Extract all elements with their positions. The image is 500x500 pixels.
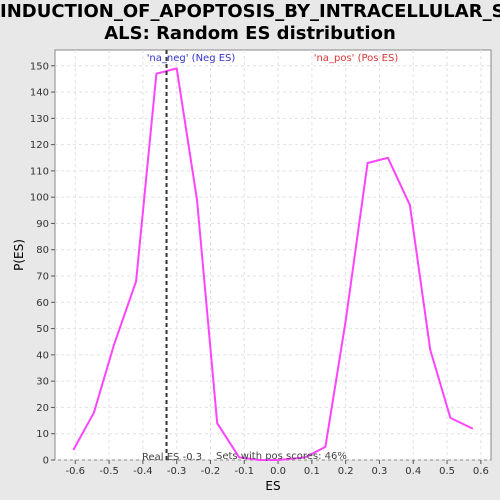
x-tick-label: -0.5: [99, 466, 119, 477]
data-point: [324, 446, 327, 448]
data-point: [135, 280, 137, 283]
y-tick-label: 150: [30, 61, 49, 72]
data-point: [344, 319, 347, 322]
y-tick-label: 130: [30, 114, 49, 125]
data-point: [175, 67, 178, 70]
data-point: [155, 72, 158, 75]
y-axis-ticks: 0 10 20 30 40 50 60 70 80 90 100 110 120 130 140 150: [30, 61, 55, 467]
chart-title-line-1: INDUCTION_OF_APOPTOSIS_BY_INTRACELLULAR_…: [0, 1, 500, 22]
y-tick-label: 60: [36, 298, 49, 309]
y-tick-label: 90: [36, 219, 49, 230]
y-tick-label: 40: [36, 350, 49, 361]
x-tick-label: 0.5: [439, 466, 455, 477]
x-tick-label: -0.2: [201, 466, 221, 477]
series-layer: [72, 67, 474, 461]
x-tick-label: 0.6: [473, 466, 489, 477]
x-tick-label: 0.2: [338, 466, 354, 477]
real-es-label: Real ES -0.3: [142, 452, 202, 463]
x-tick-label: -0.6: [66, 466, 86, 477]
data-point: [409, 204, 411, 206]
data-point: [113, 343, 115, 346]
data-point: [277, 459, 279, 461]
y-tick-label: 80: [36, 245, 49, 256]
series-line: [72, 67, 473, 461]
data-point: [93, 411, 95, 414]
data-point: [304, 456, 306, 459]
y-tick-label: 30: [36, 377, 49, 388]
y-tick-label: 100: [30, 193, 49, 204]
data-point: [387, 156, 389, 159]
data-point: [238, 456, 241, 459]
data-point: [216, 422, 219, 425]
y-tick-label: 120: [30, 140, 49, 151]
data-point: [196, 199, 198, 201]
data-point: [258, 459, 261, 461]
x-tick-label: -0.1: [235, 466, 255, 477]
neg-es-label: 'na_neg' (Neg ES): [147, 53, 236, 64]
data-point: [429, 348, 431, 351]
x-tick-label: 0.0: [270, 466, 286, 477]
y-tick-label: 70: [36, 272, 49, 283]
data-point: [366, 162, 369, 164]
y-tick-label: 0: [43, 456, 49, 467]
y-tick-label: 140: [30, 88, 49, 99]
data-point: [72, 448, 75, 451]
pos-es-label: 'na_pos' (Pos ES): [314, 53, 399, 64]
x-tick-label: -0.4: [133, 466, 153, 477]
plot-area: [54, 49, 492, 461]
data-point: [449, 417, 452, 419]
y-axis-label: P(ES): [12, 239, 26, 271]
x-tick-label: -0.3: [167, 466, 187, 477]
x-axis-ticks: -0.6 -0.5 -0.4 -0.3 -0.2 -0.1 0.0 0.1 0.2 0.3 0.4 0…: [66, 460, 489, 477]
chart-title: INDUCTION_OF_APOPTOSIS_BY_INTRACELLULAR_…: [0, 0, 500, 45]
x-tick-label: 0.1: [304, 466, 320, 477]
y-tick-label: 50: [36, 324, 49, 335]
y-tick-label: 20: [36, 403, 49, 414]
x-tick-label: 0.4: [405, 466, 421, 477]
data-point: [471, 427, 474, 430]
grid-lines: [55, 50, 491, 461]
y-tick-label: 10: [36, 429, 49, 440]
x-axis-label: ES: [265, 479, 280, 493]
chart-title-line-2: ALS: Random ES distribution: [104, 23, 396, 44]
annotation-layer: 'na_neg' (Neg ES) 'na_pos' (Pos ES) Real E…: [142, 50, 398, 463]
sets-pos-scores-label: Sets with pos scores: 46%: [216, 451, 347, 462]
y-tick-label: 110: [30, 166, 49, 177]
x-tick-label: 0.3: [372, 466, 388, 477]
